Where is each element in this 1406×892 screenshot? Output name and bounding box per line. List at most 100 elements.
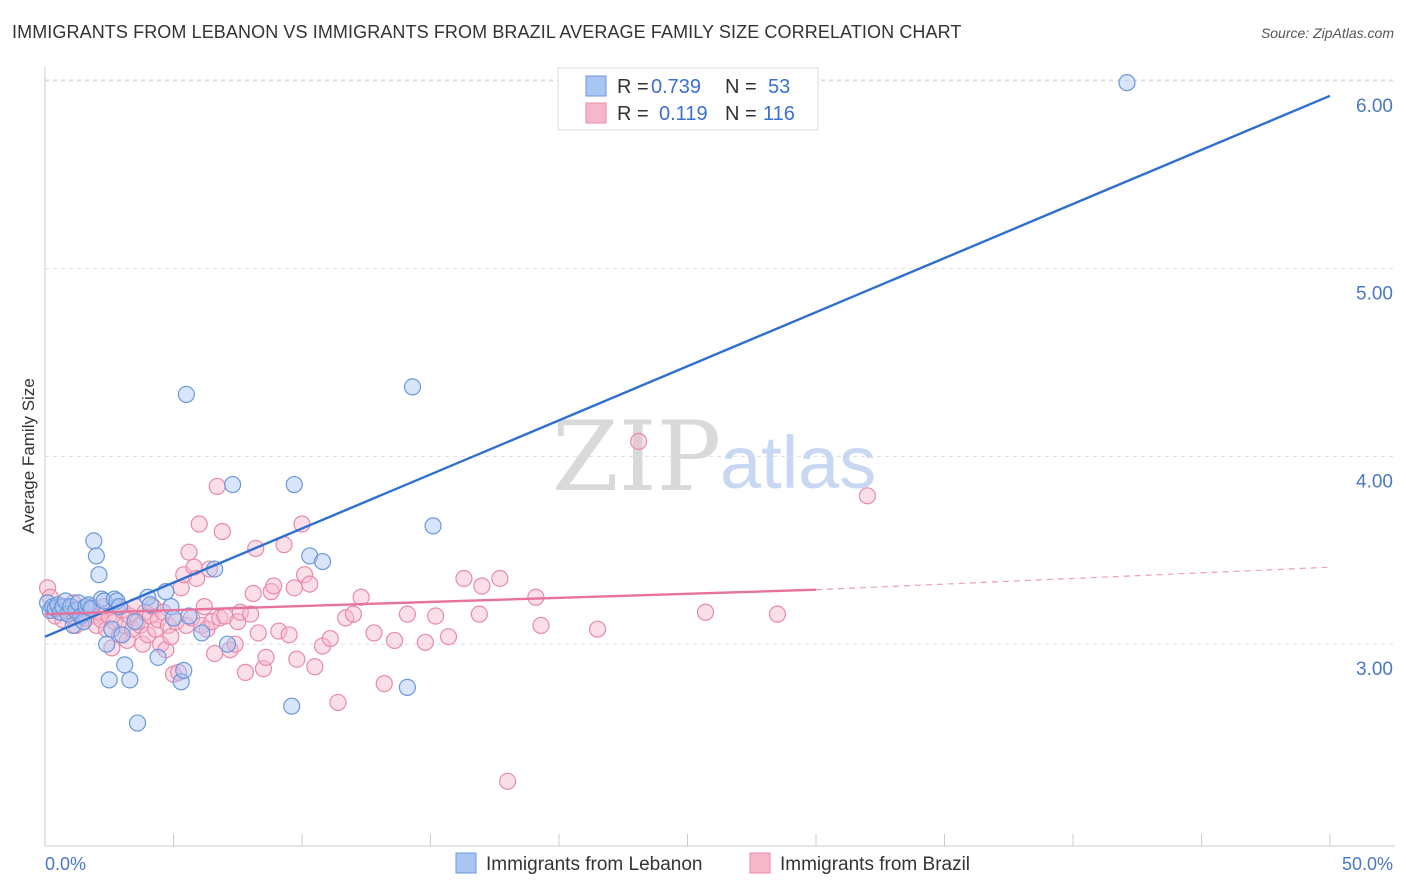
stats-legend: R = 0.739 N = 53 R = 0.119 N = 116 (557, 67, 819, 131)
point-lebanon (398, 678, 416, 696)
point-lebanon (1118, 74, 1136, 92)
point-brazil (375, 675, 393, 693)
point-brazil (280, 626, 298, 644)
x-tick-label: 0.0% (45, 854, 86, 874)
point-brazil (244, 584, 262, 603)
point-brazil (306, 658, 324, 676)
legend-swatch-lebanon (455, 852, 477, 874)
trendline-brazil-extension (815, 566, 1331, 591)
point-brazil (195, 598, 213, 616)
trendline-brazil (44, 588, 817, 616)
point-brazil (499, 772, 517, 790)
point-lebanon (285, 475, 303, 494)
point-brazil (491, 569, 509, 588)
point-brazil (162, 628, 180, 646)
stats-n-value-lebanon: 53 (768, 76, 790, 98)
point-brazil (416, 633, 434, 651)
point-lebanon (103, 620, 121, 638)
point-brazil (630, 432, 648, 450)
point-brazil (236, 663, 255, 681)
point-brazil (270, 622, 288, 640)
point-brazil (427, 607, 445, 625)
trend-layer (44, 94, 1331, 638)
point-lebanon (90, 566, 108, 584)
point-lebanon (403, 378, 422, 396)
point-brazil (532, 616, 550, 635)
stats-r-value-lebanon: 0.739 (651, 76, 701, 98)
point-lebanon (149, 648, 167, 666)
point-brazil (288, 650, 306, 668)
point-brazil (190, 515, 208, 533)
legend-swatch-brazil (749, 852, 771, 874)
point-lebanon (116, 656, 134, 674)
point-brazil (285, 579, 303, 597)
legend-label-brazil: Immigrants from Brazil (780, 854, 970, 875)
point-brazil (180, 543, 198, 561)
point-brazil (455, 569, 473, 588)
ticks-layer: 3.00 4.00 5.00 6.00 0.0% 50.0% (45, 96, 1393, 874)
point-lebanon (121, 671, 139, 689)
grid-layer (45, 79, 1395, 645)
point-brazil (858, 487, 877, 505)
point-lebanon (193, 624, 211, 642)
point-lebanon (128, 714, 147, 732)
legend-label-lebanon: Immigrants from Lebanon (486, 854, 703, 875)
point-brazil (254, 660, 273, 678)
watermark-zip: ZIP (552, 401, 721, 513)
source-credit: Source: ZipAtlas.com (1260, 25, 1394, 41)
point-brazil (257, 648, 275, 666)
stats-swatch-brazil (585, 102, 607, 124)
point-brazil (249, 624, 267, 642)
stats-n-label-lebanon: N = (725, 76, 757, 98)
stats-r-label-brazil: R = (617, 103, 649, 125)
point-brazil (385, 631, 404, 650)
point-brazil (398, 605, 416, 623)
point-lebanon (141, 596, 159, 614)
point-brazil (439, 628, 458, 646)
bottom-legend: Immigrants from Lebanon Immigrants from … (455, 852, 970, 875)
stats-n-value-brazil: 116 (763, 103, 795, 125)
y-tick-label: 6.00 (1356, 96, 1393, 117)
watermark-atlas: atlas (720, 421, 876, 504)
point-brazil (329, 693, 347, 712)
point-lebanon (95, 592, 113, 610)
point-lebanon (180, 607, 198, 625)
point-brazil (696, 603, 715, 621)
point-brazil (768, 605, 787, 623)
point-brazil (470, 605, 488, 623)
point-brazil (134, 635, 152, 653)
point-lebanon (98, 635, 116, 653)
x-tick-label: 50.0% (1342, 854, 1393, 874)
watermark: ZIP atlas (552, 401, 876, 513)
point-brazil (265, 577, 283, 595)
stats-swatch-lebanon (585, 75, 607, 97)
point-lebanon (126, 613, 144, 631)
y-tick-label: 4.00 (1356, 471, 1393, 492)
stats-r-value-brazil: 0.119 (659, 103, 708, 125)
y-tick-label: 5.00 (1356, 284, 1393, 305)
point-lebanon (113, 626, 131, 644)
point-lebanon (164, 609, 183, 627)
point-brazil (473, 577, 491, 595)
point-lebanon (283, 697, 301, 715)
point-brazil (301, 575, 319, 593)
point-lebanon (87, 547, 106, 565)
point-brazil (213, 522, 231, 541)
point-lebanon (424, 517, 442, 535)
point-brazil (321, 629, 339, 648)
point-brazil (588, 620, 607, 638)
point-lebanon (313, 552, 332, 571)
stats-r-label-lebanon: R = (617, 76, 649, 98)
point-lebanon (177, 385, 195, 404)
trendline-lebanon (44, 94, 1331, 638)
point-lebanon (172, 673, 190, 691)
point-brazil (295, 566, 314, 584)
chart-title: IMMIGRANTS FROM LEBANON VS IMMIGRANTS FR… (12, 22, 962, 42)
point-brazil (208, 477, 226, 496)
point-lebanon (85, 532, 103, 550)
point-lebanon (218, 635, 237, 653)
y-axis-label: Average Family Size (19, 378, 38, 534)
point-brazil (242, 605, 260, 623)
point-brazil (344, 605, 362, 623)
y-tick-label: 3.00 (1356, 659, 1393, 680)
